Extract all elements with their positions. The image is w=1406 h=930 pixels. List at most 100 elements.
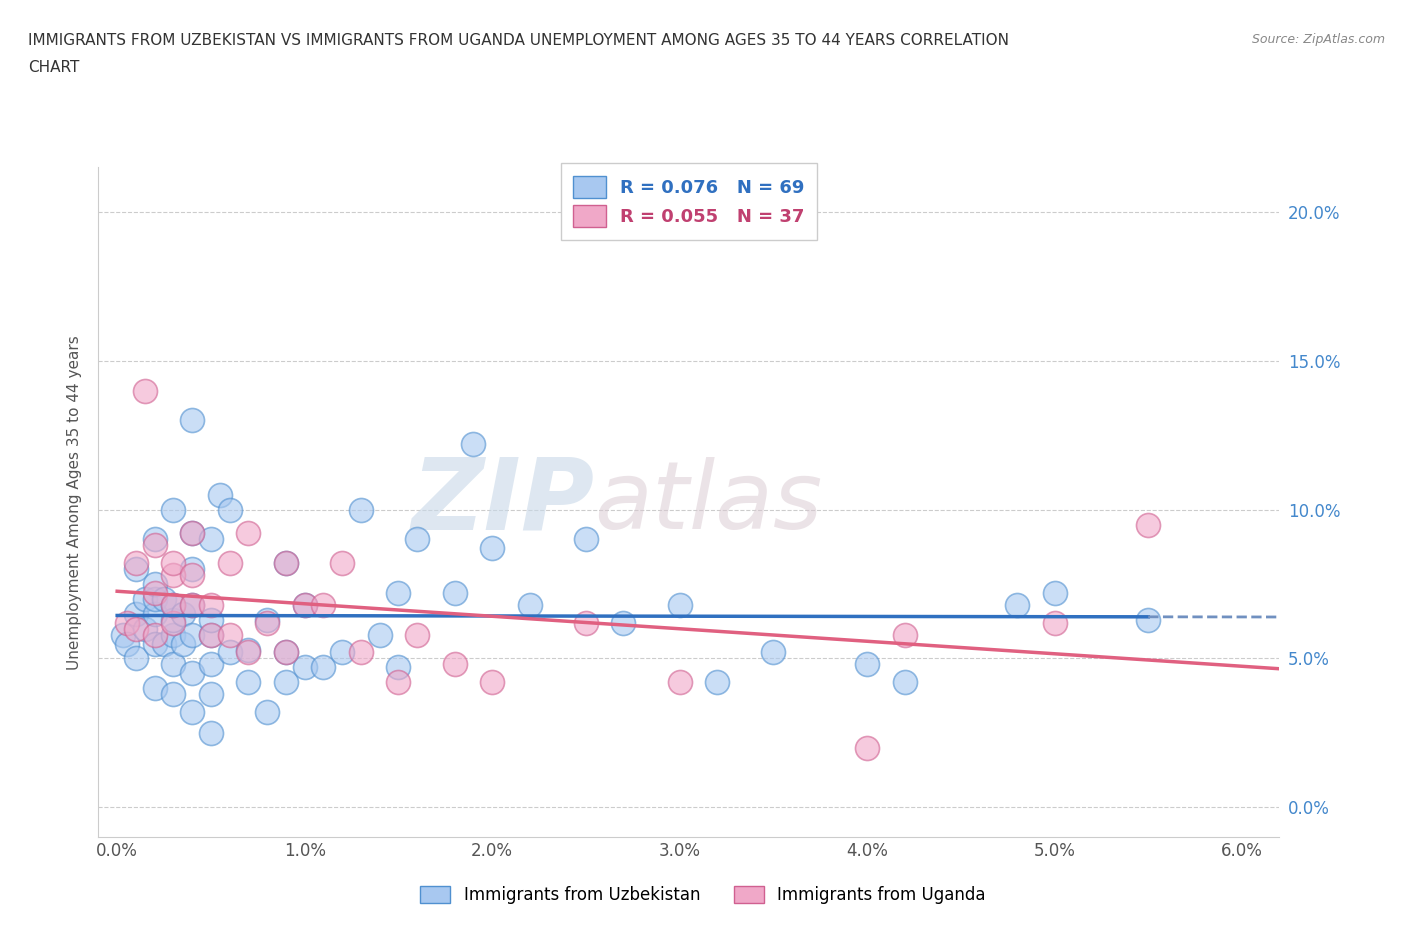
Point [200,627,222,642]
Point [143,636,166,651]
Point [181,413,204,428]
Point [134,383,156,398]
Point [172,606,194,621]
Point [238,645,260,660]
Point [134,621,156,636]
Point [181,562,204,577]
Point [162,597,184,612]
Point [350,645,373,660]
Point [153,636,176,651]
Point [162,556,184,571]
Point [115,616,138,631]
Point [387,660,409,675]
Point [274,675,297,690]
Point [256,705,278,720]
Point [312,597,335,612]
Point [162,567,184,582]
Point [200,597,222,612]
Point [312,660,335,675]
Point [893,675,915,690]
Point [162,597,184,612]
Point [238,526,260,541]
Point [125,651,148,666]
Point [181,526,204,541]
Point [238,675,260,690]
Point [330,556,353,571]
Point [209,487,232,502]
Point [181,666,204,681]
Point [274,556,297,571]
Text: CHART: CHART [28,60,80,75]
Point [143,577,166,591]
Point [1043,586,1066,601]
Point [274,645,297,660]
Text: ZIP: ZIP [412,454,595,551]
Legend: R = 0.076   N = 69, R = 0.055   N = 37: R = 0.076 N = 69, R = 0.055 N = 37 [561,163,817,240]
Point [463,437,485,452]
Point [200,686,222,701]
Point [143,681,166,696]
Point [519,597,541,612]
Point [406,627,429,642]
Point [162,657,184,671]
Point [181,705,204,720]
Point [172,636,194,651]
Point [274,556,297,571]
Point [143,627,166,642]
Point [218,645,240,660]
Point [125,556,148,571]
Point [218,627,240,642]
Legend: Immigrants from Uzbekistan, Immigrants from Uganda: Immigrants from Uzbekistan, Immigrants f… [412,878,994,912]
Point [1005,597,1028,612]
Point [612,616,634,631]
Point [200,532,222,547]
Point [294,597,316,612]
Point [481,541,503,556]
Point [125,606,148,621]
Point [115,636,138,651]
Point [350,502,373,517]
Y-axis label: Unemployment Among Ages 35 to 44 years: Unemployment Among Ages 35 to 44 years [67,335,83,670]
Point [387,586,409,601]
Point [153,591,176,606]
Point [162,502,184,517]
Point [481,675,503,690]
Point [181,567,204,582]
Point [143,532,166,547]
Point [856,657,879,671]
Point [218,556,240,571]
Text: atlas: atlas [595,457,823,548]
Point [162,627,184,642]
Point [856,740,879,755]
Point [668,597,690,612]
Point [200,612,222,627]
Point [443,586,465,601]
Point [181,526,204,541]
Point [274,645,297,660]
Point [200,725,222,740]
Point [218,502,240,517]
Point [575,616,598,631]
Point [368,627,391,642]
Point [406,532,429,547]
Point [181,597,204,612]
Point [294,597,316,612]
Point [256,612,278,627]
Point [668,675,690,690]
Point [162,612,184,627]
Text: Source: ZipAtlas.com: Source: ZipAtlas.com [1251,33,1385,46]
Point [706,675,728,690]
Point [330,645,353,660]
Point [443,657,465,671]
Point [200,627,222,642]
Point [387,675,409,690]
Point [256,616,278,631]
Point [762,645,785,660]
Point [143,591,166,606]
Point [162,686,184,701]
Point [1137,517,1160,532]
Point [893,627,915,642]
Point [162,616,184,631]
Point [1043,616,1066,631]
Point [134,591,156,606]
